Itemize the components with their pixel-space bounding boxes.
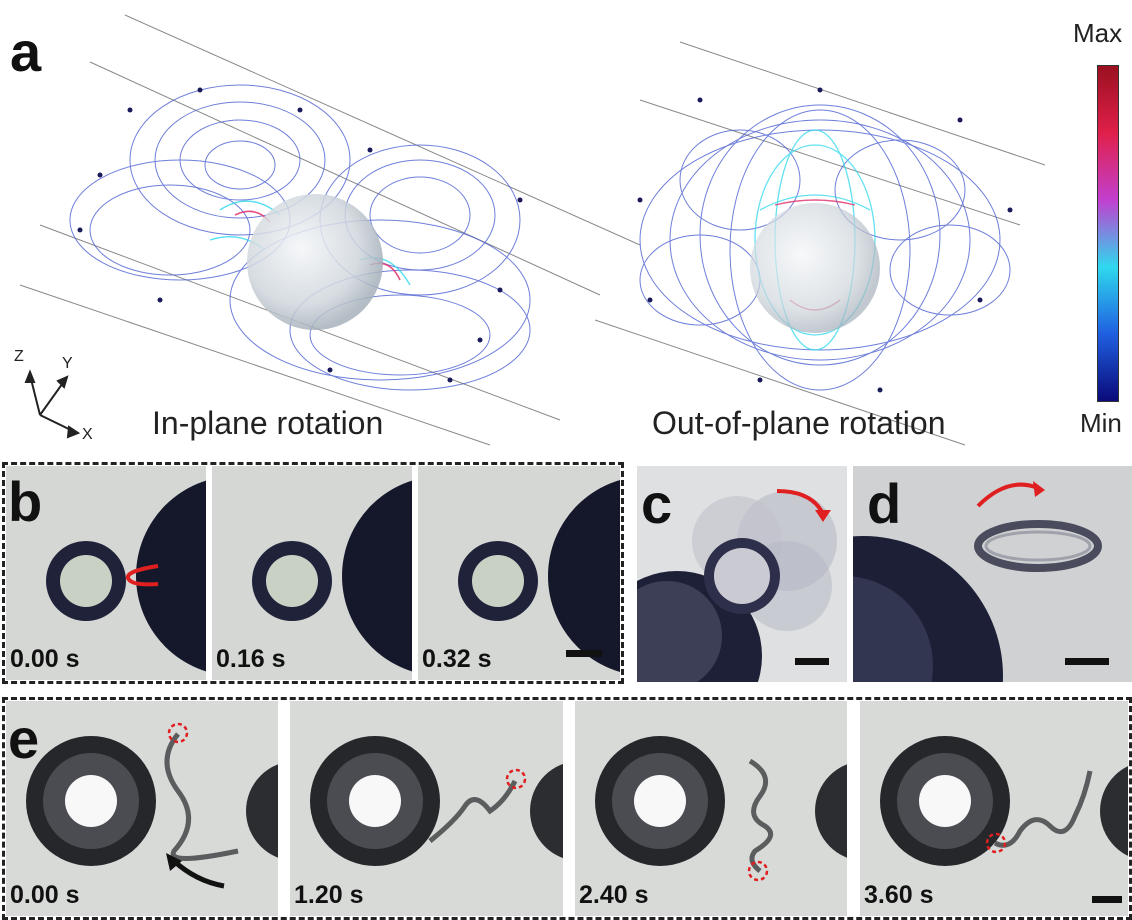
panel-e-time-1: 0.00 s [10, 881, 80, 909]
panel-e-time-4: 3.60 s [864, 881, 934, 909]
panel-c-letter: c [641, 472, 673, 535]
rotation-arrow-red [976, 482, 1039, 508]
panel-e-frame-3: 2.40 s [575, 701, 847, 916]
axis-triad [24, 369, 81, 439]
in-plane-caption: In-plane rotation [152, 405, 384, 441]
panel-b-dashed-frame [2, 462, 624, 684]
colorbar-min-label: Min [1080, 408, 1122, 438]
panel-d-frame: d [853, 466, 1132, 682]
tracking-marker [505, 768, 527, 790]
panel-e-frame-4: 3.60 s [860, 701, 1128, 916]
right-streamlines [639, 104, 1011, 391]
tracking-marker [985, 832, 1007, 854]
panel-d-letter: d [867, 472, 902, 535]
panel-e-letter: e [8, 707, 40, 770]
axis-y-label: Y [62, 355, 73, 372]
panel-c-frame: c [637, 466, 847, 682]
tracking-marker [747, 860, 769, 882]
right-seed-points [637, 87, 1013, 393]
panel-e-dashed-frame [2, 697, 1132, 920]
left-seed-points [77, 87, 523, 383]
panel-b-frame-2: 0.16 s [212, 466, 412, 680]
rotation-arrow-red [125, 564, 159, 587]
colorbar [1097, 65, 1119, 402]
axis-x-label: X [82, 426, 93, 443]
scale-bar [1065, 658, 1109, 665]
panel-b-time-3: 0.32 s [422, 645, 492, 673]
panel-b-letter: b [8, 470, 43, 533]
panel-b-frame-1: b 0.00 s [6, 466, 206, 680]
panel-e-time-2: 1.20 s [294, 881, 364, 909]
panel-e-frame-2: 1.20 s [290, 701, 563, 916]
out-of-plane-caption: Out-of-plane rotation [652, 405, 946, 441]
panel-a-letter: a [10, 20, 42, 83]
scale-bar [795, 658, 829, 665]
axis-z-label: Z [14, 348, 24, 365]
panel-b-time-1: 0.00 s [10, 645, 80, 673]
panel-e-frame-1: e 0.00 s [6, 701, 278, 916]
panel-b-time-2: 0.16 s [216, 645, 286, 673]
panel-e-time-3: 2.40 s [579, 881, 649, 909]
scale-bar [1092, 896, 1122, 903]
left-particle-sphere [247, 194, 383, 330]
tracking-marker [167, 722, 189, 744]
streamline-plots [19, 14, 1046, 446]
right-particle-sphere [750, 203, 880, 333]
colorbar-max-label: Max [1073, 18, 1123, 48]
scale-bar [566, 650, 602, 657]
panel-b-frame-3: 0.32 s [418, 466, 620, 680]
right-domain-lines [594, 41, 1046, 446]
